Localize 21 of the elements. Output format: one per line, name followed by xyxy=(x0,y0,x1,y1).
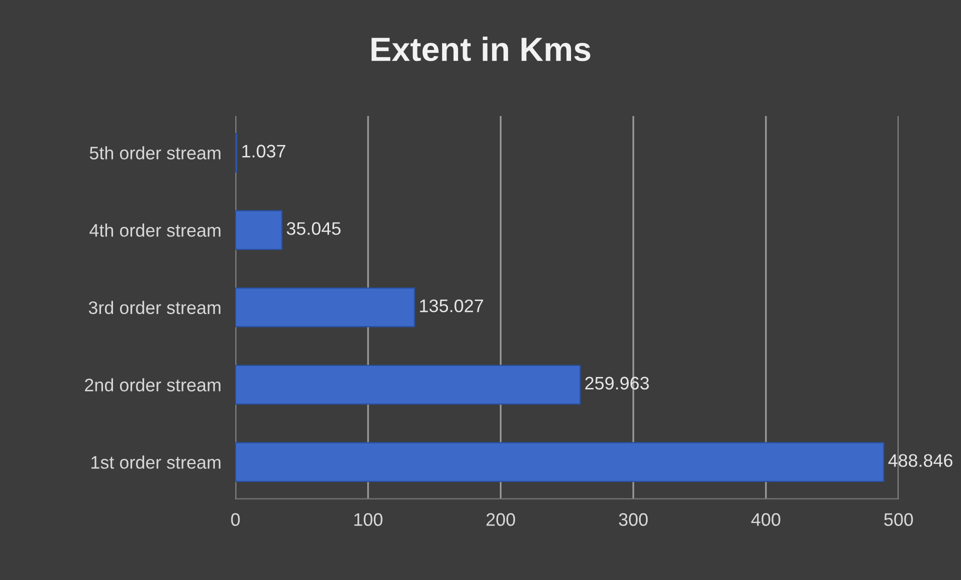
y-tick-label: 5th order stream xyxy=(90,146,220,160)
bar xyxy=(235,364,581,405)
data-label: 488.846 xyxy=(888,454,952,467)
data-label: 259.963 xyxy=(585,376,649,390)
bar xyxy=(235,442,884,482)
bar xyxy=(235,288,416,328)
y-tick-label: 2nd order stream xyxy=(84,378,220,392)
x-tick-label: 200 xyxy=(486,513,516,526)
bar xyxy=(235,210,282,250)
data-label: 135.027 xyxy=(420,299,484,312)
x-tick-label: 100 xyxy=(354,513,382,526)
x-tick-label: 0 xyxy=(231,513,240,526)
y-tick-label: 3rd order stream xyxy=(88,300,220,314)
y-tick-label: 1st order stream xyxy=(91,456,220,469)
y-tick-label: 4th order stream xyxy=(90,224,220,237)
data-label: 1.037 xyxy=(242,144,286,158)
x-tick-label: 300 xyxy=(618,513,648,526)
x-tick-label: 500 xyxy=(884,513,913,526)
data-label: 35.045 xyxy=(286,222,341,235)
chart-title: Extent in Kms xyxy=(372,36,590,62)
x-tick-label: 400 xyxy=(751,513,780,526)
